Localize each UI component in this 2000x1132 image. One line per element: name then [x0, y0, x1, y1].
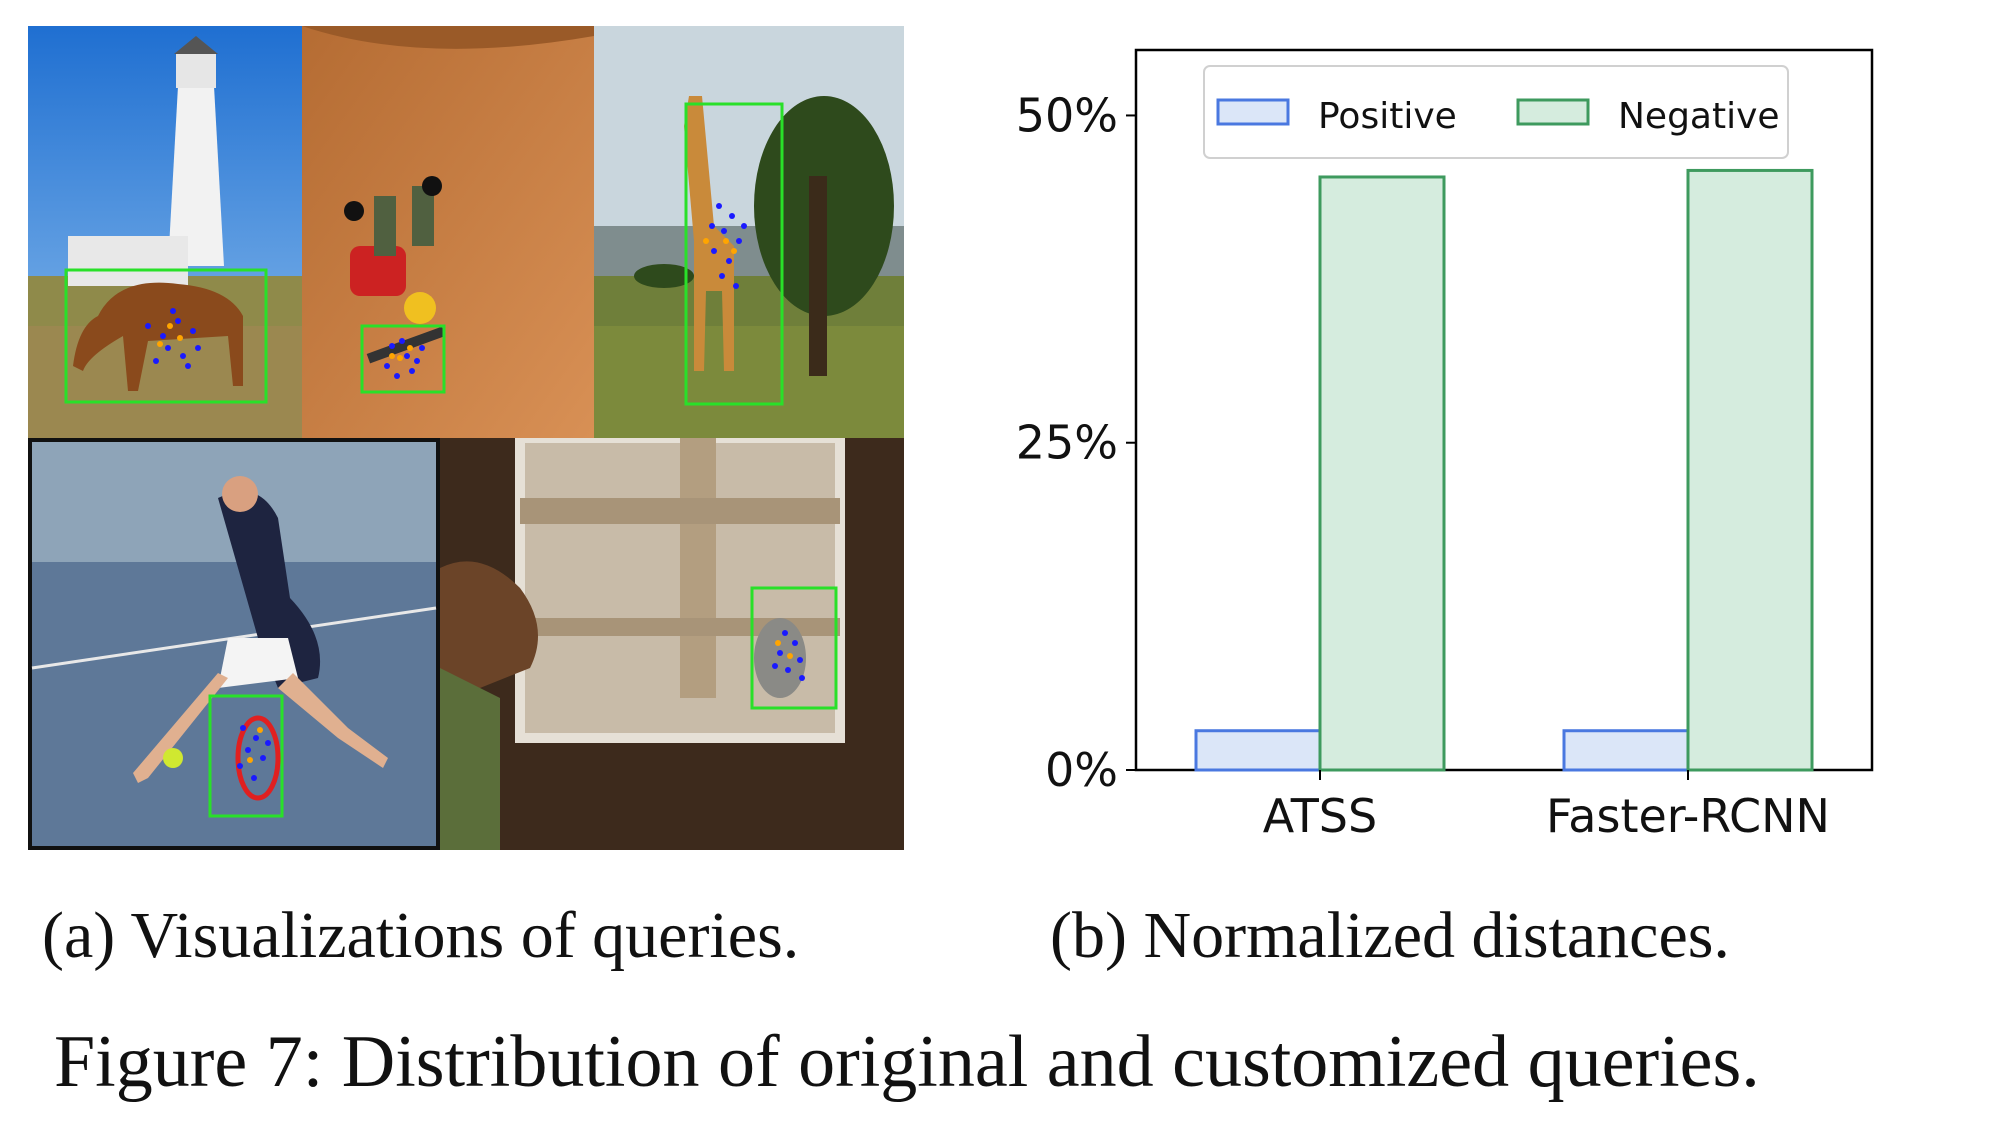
- photo-horse: [28, 26, 302, 438]
- plot-frame: [1134, 48, 1874, 772]
- photo-skateboarder: [302, 26, 594, 438]
- x-tick-label: Faster-RCNN: [1546, 789, 1830, 843]
- photo-giraffe: [594, 26, 904, 438]
- photo-cat: [440, 438, 904, 850]
- y-tick-label: 0%: [1045, 743, 1118, 797]
- y-axis: 0% 25% 50%: [1016, 88, 1136, 797]
- x-axis: ATSS Faster-RCNN: [1263, 770, 1830, 843]
- x-tick-label: ATSS: [1263, 789, 1377, 843]
- legend-box: [1203, 65, 1789, 159]
- bar-negative-atss: [1318, 175, 1446, 772]
- bar-positive-faster-rcnn: [1562, 729, 1690, 772]
- figure-caption: Figure 7: Distribution of original and c…: [54, 1021, 1760, 1103]
- normalized-distance-bar-chart: 0% 25% 50% ATSS Faster-RCNN Positive Negativ…: [1016, 48, 1874, 843]
- legend-swatch-negative: [1516, 98, 1590, 126]
- legend-label-negative: Negative: [1618, 96, 1780, 137]
- photo-tennis-racket: [28, 438, 440, 850]
- legend: Positive Negative: [1203, 65, 1789, 159]
- y-tick-label: 50%: [1016, 88, 1118, 142]
- query-visualization-grid: [28, 26, 904, 850]
- bar-positive-atss: [1194, 729, 1322, 772]
- legend-swatch-positive: [1216, 98, 1290, 126]
- panel-a-caption: (a) Visualizations of queries.: [42, 899, 800, 972]
- bar-negative-faster-rcnn: [1686, 168, 1814, 772]
- y-tick-label: 25%: [1016, 416, 1118, 470]
- bars: [1194, 168, 1814, 772]
- legend-label-positive: Positive: [1318, 96, 1457, 137]
- panel-b-caption: (b) Normalized distances.: [1050, 899, 1730, 972]
